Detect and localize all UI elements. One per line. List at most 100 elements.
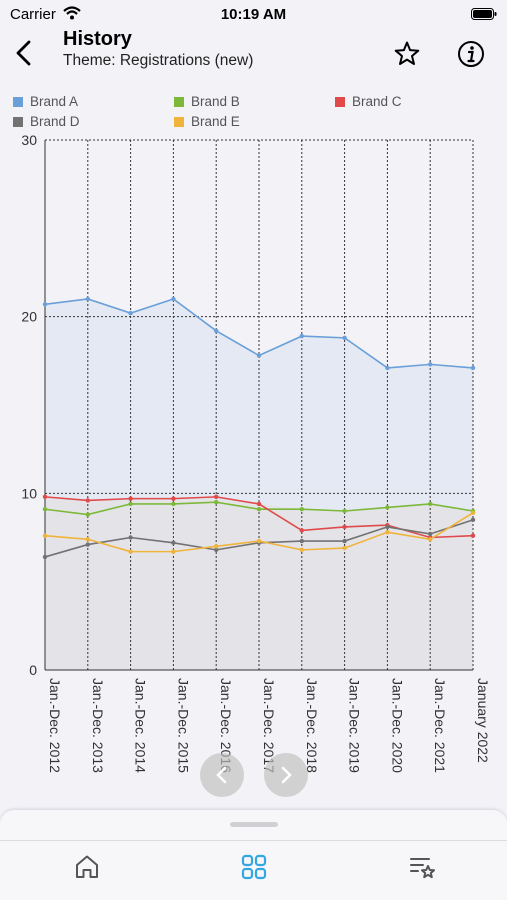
data-point [470,517,476,523]
data-point [85,498,91,503]
page-subtitle: Theme: Registrations (new) [63,52,254,69]
data-point [299,528,304,533]
data-point [42,533,48,538]
divider [0,840,507,841]
data-point [256,538,262,544]
legend-item: Brand C [335,94,402,109]
data-point [214,544,219,549]
legend-swatch [174,96,184,107]
grid-icon [241,854,267,880]
data-point [85,542,91,547]
data-point [256,501,262,507]
legend-swatch [13,116,23,127]
data-point [385,530,390,535]
data-point [428,501,433,507]
data-point [85,296,91,302]
y-tick-label: 30 [21,132,37,148]
data-point [385,505,390,510]
data-point [128,535,133,540]
carrier-label: Carrier [10,6,56,23]
home-icon [76,855,98,878]
x-tick-label: Jan.-Dec. 2015 [175,678,191,773]
chevron-right-icon [281,766,292,784]
data-point [171,296,176,302]
x-tick-label: Jan.-Dec. 2019 [347,678,363,773]
data-point [342,335,347,341]
previous-page-button[interactable] [200,753,244,797]
data-point [428,362,433,367]
data-point [299,333,304,339]
data-point [214,328,219,333]
nav-bar: History Theme: Registrations (new) [0,26,507,80]
chart-legend: Brand A Brand B Brand C Brand D Brand E [0,92,507,134]
x-tick-label: Jan.-Dec. 2012 [47,678,63,773]
data-point [214,499,219,505]
star-icon [394,41,420,65]
x-tick-label: Jan.-Dec. 2020 [389,678,405,773]
bottom-sheet [0,810,507,900]
data-point [470,510,476,515]
data-point [42,302,48,307]
data-point [342,545,347,551]
x-tick-label: Jan.-Dec. 2018 [304,678,320,773]
legend-label: Brand A [30,94,79,109]
data-point [256,353,262,358]
next-page-button[interactable] [264,753,308,797]
data-point [385,524,390,530]
data-point [342,524,347,530]
list-star-icon [410,858,435,879]
x-tick-label: January 2022 [475,678,491,763]
data-point [428,537,433,542]
back-button[interactable] [10,38,38,68]
y-tick-label: 0 [29,662,37,678]
legend-item: Brand A [13,94,78,109]
tab-home[interactable] [72,852,102,882]
sheet-grabber[interactable] [230,822,278,827]
data-point [342,508,347,514]
wifi-icon [63,6,81,20]
page-title: History [63,28,132,50]
data-point [171,496,176,501]
legend-swatch [174,116,184,127]
data-point [428,531,433,537]
data-point [256,507,262,512]
legend-label: Brand B [191,94,240,109]
data-point [42,494,48,500]
battery-icon [471,8,497,20]
legend-swatch [13,96,23,107]
x-tick-label: Jan.-Dec. 2013 [90,678,106,773]
data-point [128,501,133,507]
clock: 10:19 AM [220,6,287,23]
data-point [42,554,48,560]
status-bar: Carrier 10:19 AM [0,0,507,30]
data-point [342,538,347,544]
info-button[interactable] [457,40,485,68]
data-point [171,540,176,545]
x-tick-label: Jan.-Dec. 2017 [261,678,277,773]
data-point [171,549,176,554]
chevron-left-icon [216,766,227,784]
data-point [470,365,476,371]
y-tick-label: 10 [21,485,37,501]
x-tick-label: Jan.-Dec. 2021 [432,678,448,773]
favorite-button[interactable] [393,40,421,68]
legend-item: Brand B [174,94,240,109]
data-point [214,547,219,553]
data-point [299,538,304,544]
data-point [42,507,48,512]
y-tick-label: 20 [21,309,37,325]
tab-favorites[interactable] [407,852,437,882]
x-tick-label: Jan.-Dec. 2016 [218,678,234,773]
data-point [85,512,91,517]
data-point [299,507,304,512]
tab-dashboard[interactable] [239,852,269,882]
data-point [470,533,476,538]
data-point [299,547,304,553]
data-point [85,537,91,542]
data-point [128,310,133,316]
data-point [128,549,133,554]
legend-label: Brand C [352,94,402,109]
legend-label: Brand D [30,114,80,129]
legend-item: Brand D [13,114,80,129]
legend-label: Brand E [191,114,240,129]
